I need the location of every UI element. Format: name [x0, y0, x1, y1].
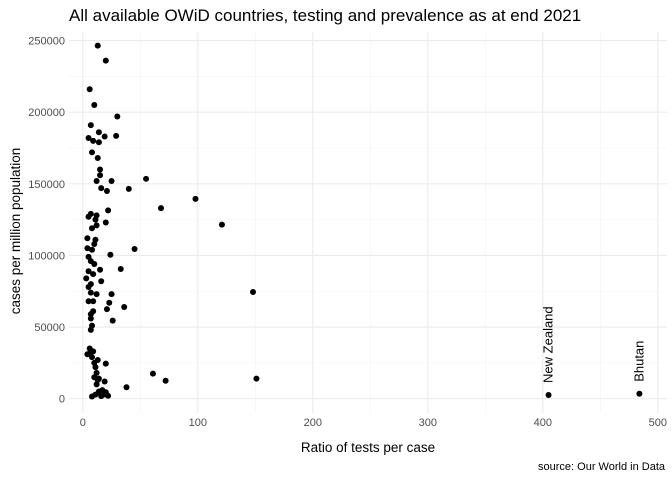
data-point [89, 246, 95, 253]
data-point [90, 137, 97, 144]
data-point [95, 139, 102, 146]
data-point [89, 225, 95, 232]
data-point [105, 392, 112, 399]
data-point [102, 57, 109, 64]
data-point [87, 289, 94, 296]
data-point [113, 132, 120, 139]
data-point [192, 195, 199, 202]
data-point [97, 266, 104, 273]
data-point [93, 381, 100, 388]
y-tick-label: 50000 [34, 322, 65, 334]
data-point [91, 261, 98, 268]
x-axis-label: Ratio of tests per case [301, 440, 435, 455]
data-point [87, 326, 94, 333]
y-tick-label: 250000 [28, 36, 65, 48]
data-point [149, 370, 156, 377]
x-tick-label: 300 [419, 417, 437, 429]
data-point [97, 166, 104, 173]
data-point [636, 390, 643, 397]
data-point [125, 185, 132, 192]
data-point [89, 149, 95, 156]
data-point [103, 187, 110, 194]
data-point [85, 283, 92, 290]
data-point [97, 172, 104, 179]
x-tick-label: 400 [534, 417, 552, 429]
y-tick-label: 0 [59, 394, 65, 406]
y-tick-label: 150000 [28, 179, 65, 191]
data-point [93, 291, 100, 298]
data-point [108, 177, 115, 184]
data-point [101, 378, 108, 385]
data-point [101, 133, 108, 140]
data-point [89, 354, 95, 361]
data-point [108, 291, 115, 298]
data-point [117, 266, 124, 273]
data-point [106, 299, 113, 306]
data-point [123, 384, 130, 391]
data-point [93, 222, 100, 229]
data-point [121, 304, 128, 311]
data-point [109, 317, 116, 324]
data-point [87, 311, 94, 318]
data-point [218, 221, 225, 228]
x-tick-label: 100 [189, 417, 207, 429]
data-point [85, 298, 92, 305]
x-tick-label: 0 [80, 417, 86, 429]
x-axis-ticks: 0 100 200 300 400 500 [80, 417, 667, 429]
y-tick-label: 200000 [28, 107, 65, 119]
point-annotation: New Zealand [541, 306, 556, 383]
data-point [85, 268, 92, 275]
data-point [95, 129, 102, 136]
data-point [93, 177, 100, 184]
x-tick-label: 200 [304, 417, 322, 429]
data-point [90, 298, 97, 305]
data-point [86, 86, 93, 93]
data-point [94, 42, 101, 49]
data-point [83, 275, 90, 282]
source-caption: source: Our World in Data [538, 461, 666, 473]
annotations: New Zealand Bhutan [541, 306, 647, 383]
data-point [102, 219, 109, 226]
data-point [98, 185, 105, 192]
data-point [98, 278, 105, 285]
y-axis-ticks: 0 50000 100000 150000 200000 250000 [28, 36, 65, 406]
data-point [92, 364, 99, 371]
data-point [87, 122, 94, 129]
data-point [103, 306, 110, 313]
y-axis-label: cases per million population [8, 148, 23, 315]
data-point [114, 113, 121, 120]
data-point [94, 155, 101, 162]
x-tick-label: 500 [649, 417, 667, 429]
data-point [84, 235, 91, 242]
data-point [91, 102, 98, 109]
data-point [131, 245, 138, 252]
data-point [84, 351, 91, 358]
data-point [85, 134, 92, 141]
data-point [91, 240, 98, 247]
data-point [90, 271, 97, 278]
data-point [84, 245, 91, 252]
point-annotation: Bhutan [631, 341, 646, 382]
chart-title: All available OWiD countries, testing an… [69, 6, 581, 25]
data-points [83, 42, 643, 400]
data-point [143, 175, 150, 182]
data-point [545, 391, 552, 398]
data-point [87, 315, 94, 322]
data-point [92, 216, 99, 223]
grid-lines [69, 32, 667, 413]
y-tick-label: 100000 [28, 250, 65, 262]
data-point [158, 205, 164, 212]
data-point [250, 288, 256, 295]
data-point [85, 213, 92, 220]
data-point [89, 393, 95, 400]
data-point [105, 207, 112, 214]
data-point [107, 251, 114, 258]
data-point [98, 393, 105, 400]
data-point [162, 377, 169, 384]
data-point [253, 375, 260, 382]
data-point [102, 360, 109, 367]
